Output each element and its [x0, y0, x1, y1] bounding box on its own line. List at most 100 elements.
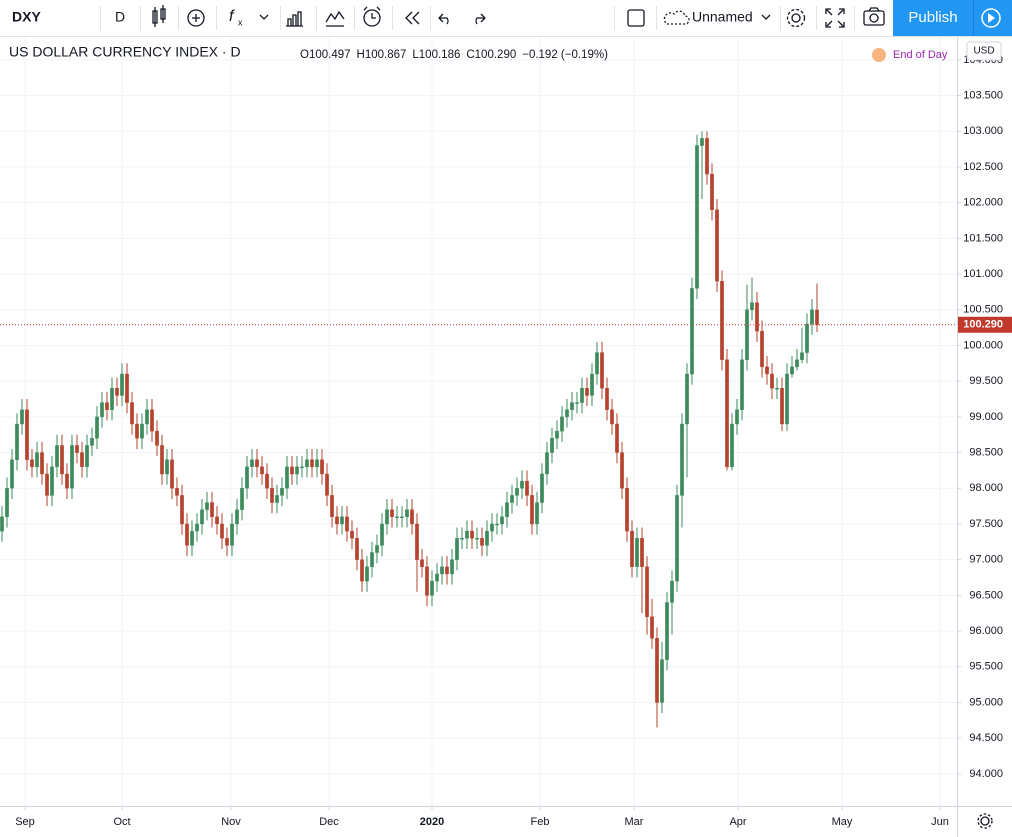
candle-body: [500, 516, 504, 525]
last-price-box: [958, 316, 1012, 333]
candle-body: [765, 366, 769, 375]
candle-body: [135, 423, 139, 439]
candle-body: [620, 452, 624, 489]
symbol[interactable]: DXY: [12, 9, 41, 25]
candle-body: [80, 452, 84, 468]
candle-body: [275, 495, 279, 503]
candle-body: [525, 480, 529, 496]
candle-body: [760, 330, 764, 368]
candle-body: [600, 352, 604, 389]
layout-menu-caret[interactable]: [761, 14, 771, 20]
candle-body: [475, 538, 479, 540]
candle-body: [385, 509, 389, 525]
candle-body: [410, 509, 414, 525]
x-tick-label: Oct: [113, 816, 130, 828]
time-axis-settings[interactable]: [977, 813, 993, 829]
candle-body: [210, 502, 214, 518]
candle-body: [240, 488, 244, 510]
candle-body: [695, 145, 699, 289]
candle-body: [115, 388, 119, 396]
candle-body: [690, 288, 694, 375]
candle-body: [285, 466, 289, 489]
snapshot-button[interactable]: [863, 7, 885, 26]
candle-body: [60, 445, 64, 475]
candle-body: [305, 459, 309, 468]
replay-button[interactable]: [405, 11, 420, 25]
y-tick-label: 96.000: [969, 625, 1003, 637]
chart-style-button[interactable]: [152, 5, 166, 27]
candle-body: [155, 430, 159, 446]
undo-button[interactable]: [438, 13, 449, 25]
redo-button[interactable]: [475, 13, 486, 25]
compare-chart-button[interactable]: [325, 10, 345, 27]
fullscreen-button[interactable]: [825, 8, 845, 28]
candle-body: [130, 402, 134, 425]
candle-body: [150, 409, 154, 432]
candle-body: [355, 538, 359, 560]
layout-button[interactable]: [627, 9, 645, 27]
y-tick-label: 99.500: [969, 375, 1003, 387]
interval[interactable]: D: [115, 9, 125, 25]
candle-body: [405, 509, 409, 518]
candle-body: [425, 566, 429, 596]
candle-body: [0, 516, 4, 532]
candle-body: [530, 495, 534, 525]
publish-label[interactable]: Publish: [908, 9, 957, 26]
y-tick-label: 98.000: [969, 482, 1003, 494]
candle-body: [670, 580, 674, 603]
candle-body: [565, 409, 569, 418]
y-tick-label: 103.500: [963, 89, 1003, 101]
y-tick-label: 102.500: [963, 161, 1003, 173]
candle-body: [340, 516, 344, 525]
candle-body: [810, 309, 814, 325]
candle-body: [95, 416, 99, 439]
candle-body: [315, 459, 319, 468]
candle-body: [635, 538, 639, 568]
layout-name[interactable]: Unnamed: [692, 9, 753, 25]
x-tick-label: Mar: [625, 816, 644, 828]
y-tick-label: 94.000: [969, 768, 1003, 780]
candle-body: [585, 388, 589, 396]
candle-body: [370, 552, 374, 568]
candle-body: [280, 488, 284, 496]
session-note: End of Day: [893, 49, 948, 61]
candle-body: [640, 538, 644, 568]
candle-body: [85, 445, 89, 468]
candle-body: [380, 523, 384, 546]
session-icon: [872, 48, 886, 62]
candle-body: [375, 545, 379, 553]
ohlc-label: O100.497: [300, 49, 351, 61]
candle-body: [790, 366, 794, 375]
publish-button[interactable]: [893, 0, 973, 36]
y-tick-label: 97.500: [969, 518, 1003, 530]
alert-button[interactable]: [363, 6, 381, 27]
candle-body: [330, 495, 334, 518]
candle-body: [360, 559, 364, 582]
candle-body: [700, 138, 704, 146]
candle-body: [580, 388, 584, 403]
candle-body: [165, 459, 169, 475]
candle-body: [120, 373, 124, 396]
ohlc-label: −0.192 (−0.19%): [522, 49, 608, 61]
compare-button[interactable]: [187, 9, 205, 27]
candle-body: [685, 373, 689, 425]
candle-body: [645, 566, 649, 617]
y-tick-label: 102.000: [963, 197, 1003, 209]
candle-body: [520, 480, 524, 489]
candle-body: [625, 488, 629, 532]
candle-body: [205, 502, 209, 510]
candle-body: [510, 495, 514, 503]
candle-body: [465, 530, 469, 539]
candle-body: [815, 309, 819, 325]
settings-button[interactable]: [786, 8, 806, 28]
candle-body: [195, 523, 199, 532]
templates-button[interactable]: [286, 11, 303, 27]
candle-body: [780, 388, 784, 425]
candle-body: [350, 530, 354, 539]
candle-body: [750, 302, 754, 310]
candle-body: [10, 459, 14, 489]
currency-badge[interactable]: [966, 41, 1002, 61]
